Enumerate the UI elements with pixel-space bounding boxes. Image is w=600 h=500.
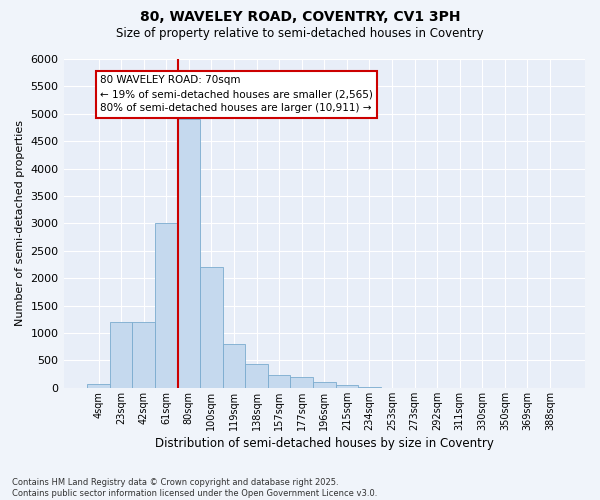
Bar <box>110 322 133 388</box>
Y-axis label: Number of semi-detached properties: Number of semi-detached properties <box>15 120 25 326</box>
Text: Contains HM Land Registry data © Crown copyright and database right 2025.
Contai: Contains HM Land Registry data © Crown c… <box>12 478 377 498</box>
Bar <box>87 384 110 388</box>
Text: 80, WAVELEY ROAD, COVENTRY, CV1 3PH: 80, WAVELEY ROAD, COVENTRY, CV1 3PH <box>140 10 460 24</box>
Bar <box>358 387 381 388</box>
Bar <box>313 382 335 388</box>
Text: 80 WAVELEY ROAD: 70sqm
← 19% of semi-detached houses are smaller (2,565)
80% of : 80 WAVELEY ROAD: 70sqm ← 19% of semi-det… <box>100 76 373 114</box>
Bar <box>290 377 313 388</box>
Bar <box>245 364 268 388</box>
X-axis label: Distribution of semi-detached houses by size in Coventry: Distribution of semi-detached houses by … <box>155 437 494 450</box>
Bar <box>268 376 290 388</box>
Bar <box>200 268 223 388</box>
Bar <box>223 344 245 388</box>
Bar <box>178 120 200 388</box>
Bar <box>133 322 155 388</box>
Bar <box>335 385 358 388</box>
Text: Size of property relative to semi-detached houses in Coventry: Size of property relative to semi-detach… <box>116 28 484 40</box>
Bar <box>155 224 178 388</box>
